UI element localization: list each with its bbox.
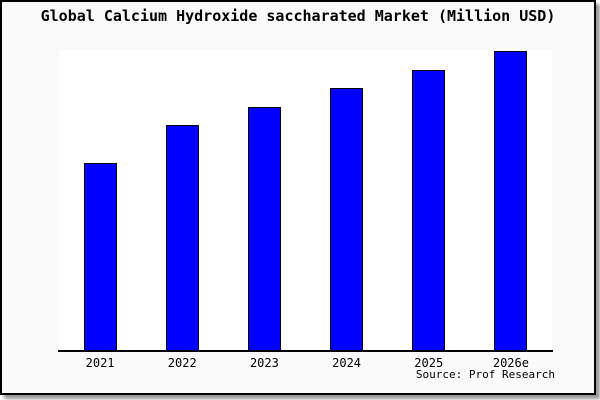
bar-2024 xyxy=(330,88,364,351)
x-tick-label-2023: 2023 xyxy=(249,356,279,370)
plot-area xyxy=(59,50,552,351)
x-tick-label-2025: 2025 xyxy=(414,356,444,370)
bar-2021 xyxy=(83,163,117,351)
bar-2025 xyxy=(412,70,446,351)
source-note: Source: Prof Research xyxy=(415,368,555,381)
bar-2026e xyxy=(494,51,528,351)
x-tick-label-2021: 2021 xyxy=(85,356,115,370)
bar-2023 xyxy=(247,107,281,351)
x-tick-label-2024: 2024 xyxy=(332,356,362,370)
x-tick-label-2022: 2022 xyxy=(167,356,197,370)
chart-title: Global Calcium Hydroxide saccharated Mar… xyxy=(40,7,556,25)
bar-2022 xyxy=(165,125,199,351)
x-tick-label-2026e: 2026e xyxy=(492,356,529,370)
x-axis-line xyxy=(58,350,553,352)
